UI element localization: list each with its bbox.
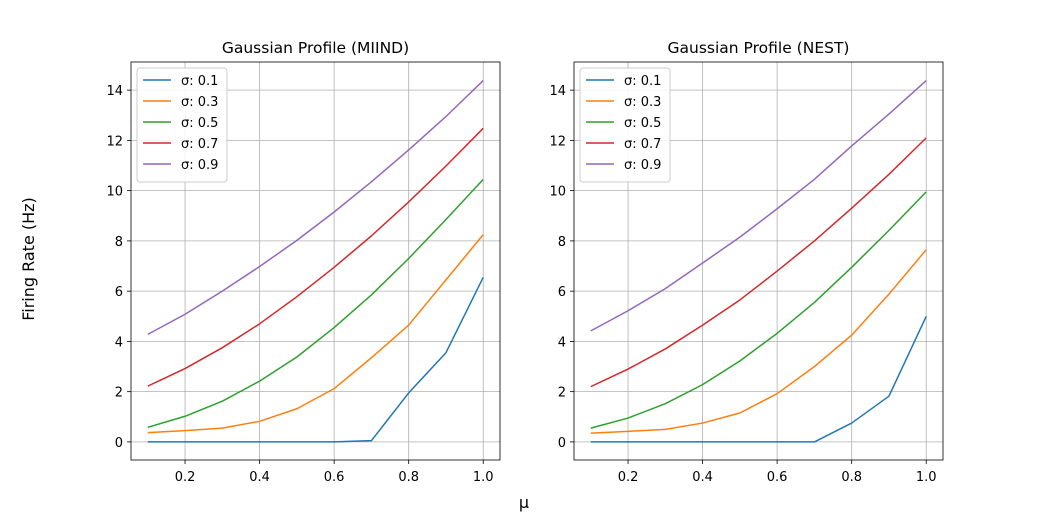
y-tick-label: 12	[106, 134, 123, 149]
legend-box	[136, 67, 228, 183]
legend-label-0: σ: 0.1	[181, 74, 218, 89]
series-line-4	[147, 80, 484, 336]
y-tick-label: 10	[549, 185, 566, 200]
x-tick-label: 0.6	[767, 470, 788, 485]
series-line-3	[590, 137, 927, 388]
x-tick-label: 0.4	[692, 470, 713, 485]
y-tick-label: 4	[115, 335, 123, 350]
legend-label-2: σ: 0.5	[181, 116, 218, 131]
legend: σ: 0.1 σ: 0.3 σ: 0.5 σ: 0.7 σ: 0.9	[136, 67, 228, 183]
series-line-1	[590, 249, 927, 434]
y-tick-label: 6	[115, 285, 123, 300]
figure-ylabel: Firing Rate (Hz)	[19, 197, 38, 321]
legend-label-3: σ: 0.7	[624, 137, 661, 152]
y-tick-label: 14	[106, 84, 123, 99]
x-tick-label: 0.6	[324, 470, 345, 485]
figure-xlabel: μ	[519, 493, 529, 512]
chart-title: Gaussian Profile (MIIND)	[222, 39, 409, 57]
legend-label-3: σ: 0.7	[181, 137, 218, 152]
y-tick-label: 8	[558, 235, 566, 250]
y-tick-label: 10	[106, 185, 123, 200]
y-tick-label: 12	[549, 134, 566, 149]
legend-label-4: σ: 0.9	[181, 158, 218, 173]
y-tick-label: 4	[558, 335, 566, 350]
chart-panel-nest: 0.2 0.4 0.6 0.8 1.0 0 2 4 6 8 10 12 14 Gaussian Profi…	[549, 39, 944, 485]
x-tick-label: 0.2	[175, 470, 196, 485]
axes-frame	[573, 61, 944, 461]
x-tick-label: 0.2	[618, 470, 639, 485]
y-tick-label: 0	[558, 436, 566, 451]
legend: σ: 0.1 σ: 0.3 σ: 0.5 σ: 0.7 σ: 0.9	[579, 67, 671, 183]
series-line-2	[590, 191, 927, 429]
series-line-4	[590, 80, 927, 332]
x-tick-label: 1.0	[916, 470, 937, 485]
x-tick-label: 0.8	[398, 470, 419, 485]
legend-label-1: σ: 0.3	[181, 95, 218, 110]
y-tick-label: 2	[115, 386, 123, 401]
series-line-1	[147, 234, 484, 434]
x-tick-label: 0.8	[841, 470, 862, 485]
x-tick-label: 1.0	[473, 470, 494, 485]
series-line-3	[147, 127, 484, 387]
axes-frame	[130, 61, 501, 461]
x-tick-label: 0.4	[249, 470, 270, 485]
series-line-2	[147, 178, 484, 429]
y-tick-label: 0	[115, 436, 123, 451]
y-tick-label: 14	[549, 84, 566, 99]
y-tick-label: 2	[558, 386, 566, 401]
legend-box	[579, 67, 671, 183]
chart-title: Gaussian Profile (NEST)	[668, 39, 850, 57]
y-tick-label: 6	[558, 285, 566, 300]
series-line-0	[147, 276, 484, 443]
y-tick-label: 8	[115, 235, 123, 250]
legend-label-2: σ: 0.5	[624, 116, 661, 131]
legend-label-0: σ: 0.1	[624, 74, 661, 89]
chart-panel-miind: 0.2 0.4 0.6 0.8 1.0 0 2 4 6 8 10 12 14 Gaussian Profi…	[106, 39, 501, 485]
series-line-0	[590, 315, 927, 443]
legend-label-4: σ: 0.9	[624, 158, 661, 173]
legend-label-1: σ: 0.3	[624, 95, 661, 110]
